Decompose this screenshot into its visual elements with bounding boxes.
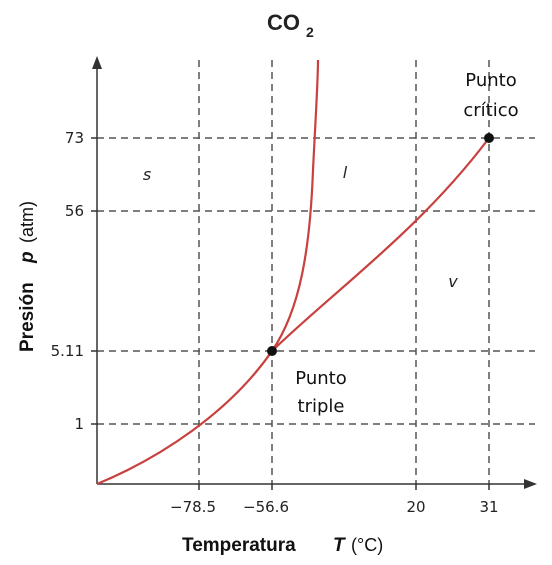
region-label-vapor: v [448,272,458,291]
y-axis-arrow-icon [92,56,102,69]
y-axis-title-text: Presión [17,282,38,352]
diagram-title-subscript: 2 [306,24,314,40]
y-axis-title-symbol: p [17,251,38,264]
x-tick-label: 20 [406,498,425,516]
grid-lines [97,60,535,485]
x-tick-label: 31 [479,498,498,516]
vaporization-curve [271,137,490,352]
y-axis-title-unit: (atm) [17,201,37,243]
triple-point-label-line2: triple [298,396,345,417]
y-tick-labels: 73 56 5.11 1 [51,129,84,433]
y-tick-label: 1 [74,415,84,433]
critical-point-label-line1: Punto [465,70,516,91]
critical-point-marker [484,133,494,143]
x-tick-labels: −78.5 −56.6 20 31 [170,498,499,516]
triple-point-label-line1: Punto [295,368,346,389]
x-tick-label: −78.5 [170,498,216,516]
sublimation-curve [96,350,273,486]
region-label-liquid: l [343,163,348,182]
y-tick-label: 73 [65,129,84,147]
diagram-title: CO [267,10,300,35]
y-tick-label: 5.11 [51,342,84,360]
x-axis-arrow-icon [524,479,537,489]
x-tick-label: −56.6 [243,498,289,516]
melting-curve [271,59,320,352]
y-tick-label: 56 [65,202,84,220]
phase-curves [96,59,490,486]
critical-point-label-line2: crítico [463,100,518,121]
tick-marks [91,137,490,490]
x-axis-title-unit: (°C) [351,535,383,555]
x-axis-title-text: Temperatura [182,535,296,556]
axes [92,56,537,489]
triple-point-marker [267,346,277,356]
y-axis-title: Presión p (atm) [17,201,38,352]
region-label-solid: s [143,165,151,184]
x-axis-title-symbol: T [333,535,346,556]
x-axis-title: Temperatura T (°C) [182,535,383,556]
